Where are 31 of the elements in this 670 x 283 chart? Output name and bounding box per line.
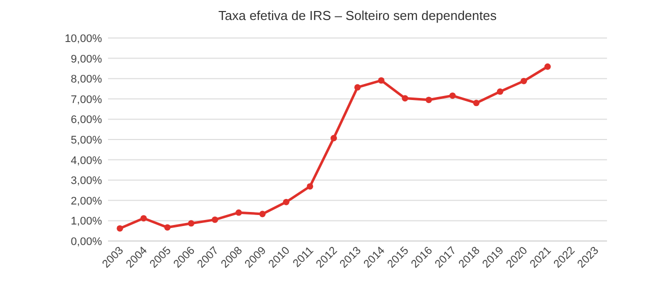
chart-title: Taxa efetiva de IRS – Solteiro sem dependentes [218,8,498,23]
point [378,77,384,84]
point [402,95,408,102]
point [426,96,432,104]
y-tick-label: 7,00% [70,94,102,106]
y-tick-label: 8,00% [70,74,102,86]
point [544,63,551,70]
point [212,216,218,223]
y-tick-label: 5,00% [70,134,102,146]
point [306,183,314,190]
y-tick-label: 3,00% [70,175,102,188]
point [188,220,194,227]
y-tick-label: 4,00% [70,154,102,167]
point [283,198,290,206]
y-tick-label: 2,00% [70,195,102,208]
y-tick-label: 0,00% [70,236,102,248]
y-tick-label: 1,00% [70,216,102,228]
point [116,225,124,232]
y-tick-label: 9,00% [70,53,102,66]
point [473,100,480,106]
point [164,224,171,231]
y-tick-label: 10,00% [64,33,102,45]
point [449,92,456,99]
point [259,210,266,218]
point [330,134,337,142]
point [235,209,242,216]
point [520,78,528,84]
y-tick-label: 6,00% [70,114,102,126]
point [140,215,147,222]
point [354,84,361,91]
point [496,88,504,95]
